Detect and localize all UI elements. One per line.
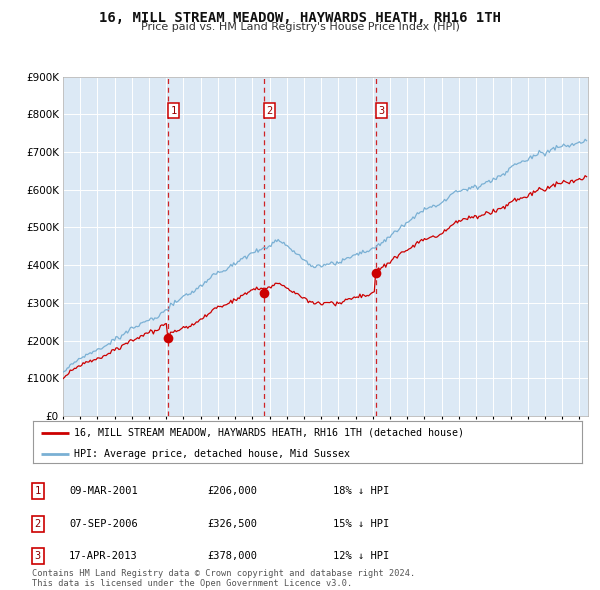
Text: HPI: Average price, detached house, Mid Sussex: HPI: Average price, detached house, Mid … xyxy=(74,449,350,459)
Text: 09-MAR-2001: 09-MAR-2001 xyxy=(69,486,138,496)
Text: 16, MILL STREAM MEADOW, HAYWARDS HEATH, RH16 1TH (detached house): 16, MILL STREAM MEADOW, HAYWARDS HEATH, … xyxy=(74,428,464,438)
Text: 15% ↓ HPI: 15% ↓ HPI xyxy=(333,519,389,529)
Text: 17-APR-2013: 17-APR-2013 xyxy=(69,552,138,561)
Text: £206,000: £206,000 xyxy=(207,486,257,496)
Text: 1: 1 xyxy=(35,486,41,496)
Text: 16, MILL STREAM MEADOW, HAYWARDS HEATH, RH16 1TH: 16, MILL STREAM MEADOW, HAYWARDS HEATH, … xyxy=(99,11,501,25)
Text: Price paid vs. HM Land Registry's House Price Index (HPI): Price paid vs. HM Land Registry's House … xyxy=(140,22,460,32)
Text: £326,500: £326,500 xyxy=(207,519,257,529)
Text: 18% ↓ HPI: 18% ↓ HPI xyxy=(333,486,389,496)
Text: Contains HM Land Registry data © Crown copyright and database right 2024.: Contains HM Land Registry data © Crown c… xyxy=(32,569,415,578)
Text: 3: 3 xyxy=(35,552,41,561)
Text: 07-SEP-2006: 07-SEP-2006 xyxy=(69,519,138,529)
Text: 3: 3 xyxy=(378,106,385,116)
Text: This data is licensed under the Open Government Licence v3.0.: This data is licensed under the Open Gov… xyxy=(32,579,352,588)
Text: £378,000: £378,000 xyxy=(207,552,257,561)
Text: 1: 1 xyxy=(170,106,176,116)
Text: 12% ↓ HPI: 12% ↓ HPI xyxy=(333,552,389,561)
Text: 2: 2 xyxy=(266,106,272,116)
Text: 2: 2 xyxy=(35,519,41,529)
